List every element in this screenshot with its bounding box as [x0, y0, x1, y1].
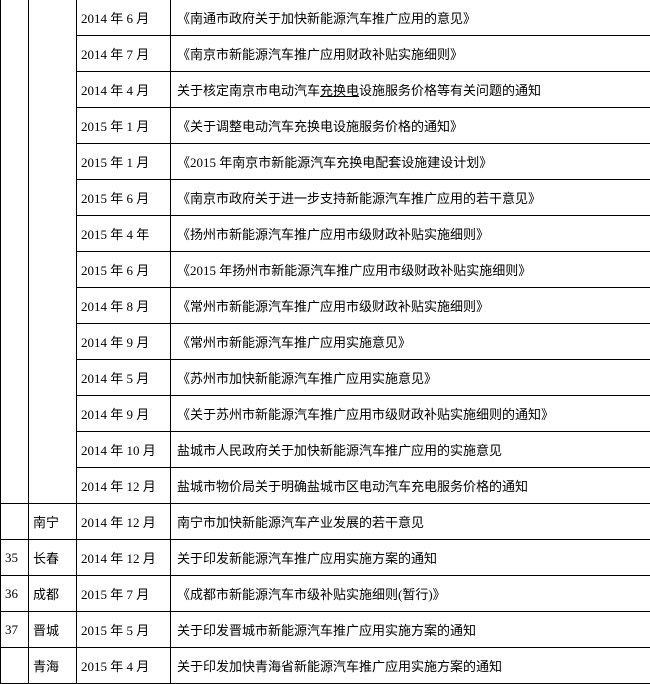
table-row: 2014 年 12 月盐城市物价局关于明确盐城市区电动汽车充电服务价格的通知 — [1, 468, 650, 504]
description-cell: 《成都市新能源汽车市级补贴实施细则(暂行)》 — [171, 576, 650, 612]
city-cell: 青海 — [29, 648, 77, 684]
policy-table: 2014 年 6 月《南通市政府关于加快新能源汽车推广应用的意见》2014 年 … — [0, 0, 650, 684]
table-row: 2015 年 1 月《关于调整电动汽车充换电设施服务价格的通知》 — [1, 108, 650, 144]
table-row: 2014 年 8 月《常州市新能源汽车推广应用市级财政补贴实施细则》 — [1, 288, 650, 324]
description-cell: 《苏州市加快新能源汽车推广应用实施意见》 — [171, 360, 650, 396]
date-cell: 2014 年 10 月 — [77, 432, 171, 468]
description-cell: 关于印发加快青海省新能源汽车推广应用实施方案的通知 — [171, 648, 650, 684]
table-row: 南宁2014 年 12 月南宁市加快新能源汽车产业发展的若干意见 — [1, 504, 650, 540]
city-cell: 长春 — [29, 540, 77, 576]
date-cell: 2014 年 9 月 — [77, 396, 171, 432]
description-cell: 《南京市政府关于进一步支持新能源汽车推广应用的若干意见》 — [171, 180, 650, 216]
table-row: 35长春2014 年 12 月关于印发新能源汽车推广应用实施方案的通知 — [1, 540, 650, 576]
row-number-cell: 35 — [1, 540, 29, 576]
description-cell: 南宁市加快新能源汽车产业发展的若干意见 — [171, 504, 650, 540]
city-cell: 南宁 — [29, 504, 77, 540]
table-row: 2014 年 7 月《南京市新能源汽车推广应用财政补贴实施细则》 — [1, 36, 650, 72]
description-cell: 《关于苏州市新能源汽车推广应用市级财政补贴实施细则的通知》 — [171, 396, 650, 432]
city-cell: 晋城 — [29, 612, 77, 648]
description-cell: 《南通市政府关于加快新能源汽车推广应用的意见》 — [171, 0, 650, 36]
description-cell: 《南京市新能源汽车推广应用财政补贴实施细则》 — [171, 36, 650, 72]
date-cell: 2014 年 4 月 — [77, 72, 171, 108]
description-cell: 《2015 年扬州市新能源汽车推广应用市级财政补贴实施细则》 — [171, 252, 650, 288]
date-cell: 2014 年 8 月 — [77, 288, 171, 324]
description-cell: 《常州市新能源汽车推广应用市级财政补贴实施细则》 — [171, 288, 650, 324]
policy-table-container: 2014 年 6 月《南通市政府关于加快新能源汽车推广应用的意见》2014 年 … — [0, 0, 650, 684]
date-cell: 2015 年 4 年 — [77, 216, 171, 252]
row-number-cell — [1, 504, 29, 540]
description-cell: 《扬州市新能源汽车推广应用市级财政补贴实施细则》 — [171, 216, 650, 252]
row-number-cell — [1, 0, 29, 504]
date-cell: 2015 年 6 月 — [77, 252, 171, 288]
description-cell: 《2015 年南京市新能源汽车充换电配套设施建设计划》 — [171, 144, 650, 180]
city-cell — [29, 0, 77, 504]
underlined-text: 充换电 — [320, 83, 359, 98]
date-cell: 2015 年 1 月 — [77, 108, 171, 144]
description-cell: 关于印发晋城市新能源汽车推广应用实施方案的通知 — [171, 612, 650, 648]
date-cell: 2015 年 6 月 — [77, 180, 171, 216]
table-row: 2015 年 1 月《2015 年南京市新能源汽车充换电配套设施建设计划》 — [1, 144, 650, 180]
row-number-cell: 37 — [1, 612, 29, 648]
row-number-cell — [1, 648, 29, 684]
date-cell: 2014 年 6 月 — [77, 0, 171, 36]
city-cell: 成都 — [29, 576, 77, 612]
description-cell: 关于核定南京市电动汽车充换电设施服务价格等有关问题的通知 — [171, 72, 650, 108]
date-cell: 2015 年 5 月 — [77, 612, 171, 648]
date-cell: 2015 年 4 月 — [77, 648, 171, 684]
description-cell: 盐城市人民政府关于加快新能源汽车推广应用的实施意见 — [171, 432, 650, 468]
table-row: 2014 年 10 月盐城市人民政府关于加快新能源汽车推广应用的实施意见 — [1, 432, 650, 468]
table-row: 2014 年 5 月《苏州市加快新能源汽车推广应用实施意见》 — [1, 360, 650, 396]
table-row: 2014 年 6 月《南通市政府关于加快新能源汽车推广应用的意见》 — [1, 0, 650, 36]
description-cell: 关于印发新能源汽车推广应用实施方案的通知 — [171, 540, 650, 576]
date-cell: 2015 年 7 月 — [77, 576, 171, 612]
table-row: 青海2015 年 4 月关于印发加快青海省新能源汽车推广应用实施方案的通知 — [1, 648, 650, 684]
description-cell: 盐城市物价局关于明确盐城市区电动汽车充电服务价格的通知 — [171, 468, 650, 504]
date-cell: 2015 年 1 月 — [77, 144, 171, 180]
row-number-cell: 36 — [1, 576, 29, 612]
table-row: 2014 年 9 月《常州市新能源汽车推广应用实施意见》 — [1, 324, 650, 360]
date-cell: 2014 年 12 月 — [77, 468, 171, 504]
table-row: 2014 年 4 月关于核定南京市电动汽车充换电设施服务价格等有关问题的通知 — [1, 72, 650, 108]
table-row: 2015 年 6 月《2015 年扬州市新能源汽车推广应用市级财政补贴实施细则》 — [1, 252, 650, 288]
date-cell: 2014 年 5 月 — [77, 360, 171, 396]
table-row: 2015 年 4 年《扬州市新能源汽车推广应用市级财政补贴实施细则》 — [1, 216, 650, 252]
date-cell: 2014 年 12 月 — [77, 504, 171, 540]
table-row: 2014 年 9 月《关于苏州市新能源汽车推广应用市级财政补贴实施细则的通知》 — [1, 396, 650, 432]
date-cell: 2014 年 9 月 — [77, 324, 171, 360]
date-cell: 2014 年 12 月 — [77, 540, 171, 576]
table-row: 36成都2015 年 7 月《成都市新能源汽车市级补贴实施细则(暂行)》 — [1, 576, 650, 612]
table-row: 2015 年 6 月《南京市政府关于进一步支持新能源汽车推广应用的若干意见》 — [1, 180, 650, 216]
table-row: 37晋城2015 年 5 月关于印发晋城市新能源汽车推广应用实施方案的通知 — [1, 612, 650, 648]
description-cell: 《关于调整电动汽车充换电设施服务价格的通知》 — [171, 108, 650, 144]
date-cell: 2014 年 7 月 — [77, 36, 171, 72]
description-cell: 《常州市新能源汽车推广应用实施意见》 — [171, 324, 650, 360]
